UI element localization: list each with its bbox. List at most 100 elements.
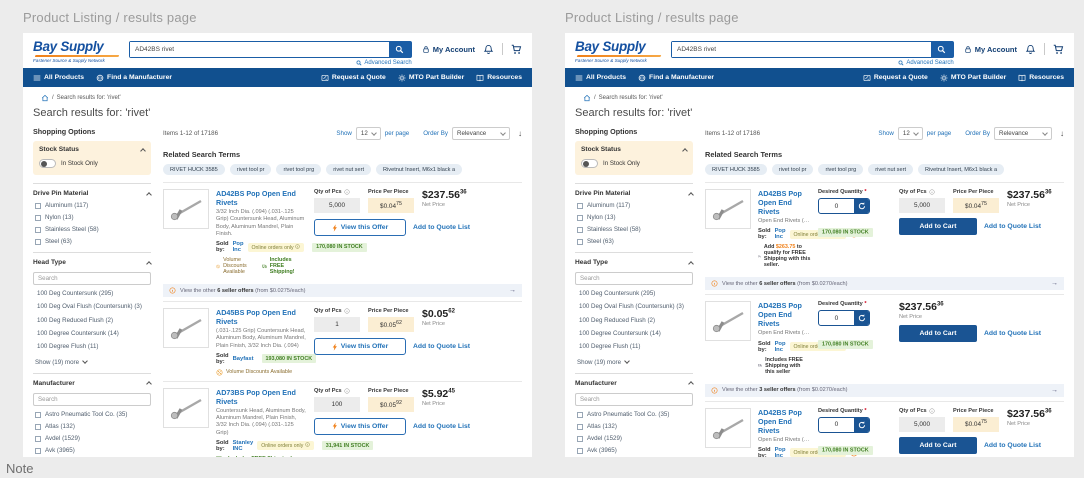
checkbox[interactable] <box>577 227 583 233</box>
bell-icon[interactable] <box>483 44 494 55</box>
seller-name[interactable]: Stanley INC <box>232 439 254 452</box>
seller-name[interactable]: Pop Inc <box>774 340 786 353</box>
facet-option[interactable]: Nylon (13) <box>33 214 151 221</box>
checkbox[interactable] <box>35 411 41 418</box>
related-term-pill[interactable]: RIVET HUCK 3585 <box>163 164 225 175</box>
facet-option[interactable]: Astro Pneumatic Tool Co. (35) <box>575 411 693 418</box>
related-term-pill[interactable]: rivet nut sert <box>868 164 914 175</box>
stock-status-title-row[interactable]: Stock Status <box>581 146 688 154</box>
manufacturer-title[interactable]: Manufacturer <box>575 380 694 388</box>
related-term-pill[interactable]: rivet tool pr <box>771 164 814 175</box>
sort-direction-button[interactable]: ↓ <box>1060 129 1064 138</box>
home-icon[interactable] <box>583 94 591 102</box>
nav-item-all-products[interactable]: All Products <box>33 74 84 82</box>
head-type-search-input[interactable]: Search <box>575 272 693 285</box>
per-page-select[interactable]: 12 <box>355 127 381 140</box>
cart-icon[interactable] <box>1053 44 1064 55</box>
head-type-option[interactable]: 100 Degree Countersunk (14) <box>37 330 119 338</box>
drive-pin-material-title[interactable]: Drive Pin Material <box>575 190 694 198</box>
add-to-quote-link[interactable]: Add to Quote List <box>413 224 471 231</box>
checkbox[interactable] <box>35 227 41 233</box>
product-title-link[interactable]: AD42BS Pop Open End Rivets <box>758 407 802 435</box>
add-to-cart-button[interactable]: Add to Cart <box>899 436 977 454</box>
add-to-cart-button[interactable]: Add to Cart <box>899 218 977 235</box>
related-term-pill[interactable]: rivet tool pr <box>229 164 272 175</box>
related-term-pill[interactable]: RIVET HUCK 3585 <box>705 164 767 175</box>
checkbox[interactable] <box>35 435 41 442</box>
nav-item-all-products[interactable]: All Products <box>575 74 626 82</box>
sort-direction-button[interactable]: ↓ <box>518 129 522 138</box>
checkbox[interactable] <box>577 239 583 245</box>
product-thumbnail[interactable] <box>163 308 209 349</box>
checkbox[interactable] <box>577 411 583 418</box>
checkbox[interactable] <box>577 423 583 430</box>
product-thumbnail[interactable] <box>163 387 209 428</box>
cart-icon[interactable] <box>511 44 522 55</box>
seller-name[interactable]: Pop Inc <box>774 446 786 457</box>
product-title-link[interactable]: AD73BS Pop Open End Rivets <box>216 387 296 406</box>
head-type-option[interactable]: 100 Deg Oval Flush (Countersunk) (3) <box>37 303 142 311</box>
facet-option[interactable]: Avdel (1529) <box>575 435 693 442</box>
other-seller-offers-bar[interactable]: View the other 6 seller offers (from $0.… <box>163 284 522 298</box>
seller-name[interactable]: Bayfast <box>232 355 254 362</box>
product-thumbnail[interactable] <box>705 407 751 448</box>
search-button[interactable] <box>388 42 411 57</box>
show-more-link[interactable]: Show (19) more <box>33 358 151 366</box>
add-to-quote-link[interactable]: Add to Quote List <box>984 441 1042 449</box>
head-type-option[interactable]: 100 Deg Countersunk (295) <box>579 290 656 297</box>
head-type-option[interactable]: 100 Degree Countersunk (14) <box>579 330 661 338</box>
related-term-pill[interactable]: Rivetnut Insert, M6x1 black a <box>918 164 1005 175</box>
facet-option[interactable]: Steel (63) <box>33 238 151 245</box>
head-type-title[interactable]: Head Type <box>575 259 694 267</box>
nav-item-resources[interactable]: Resources <box>476 74 522 82</box>
nav-item-mto-part-builder[interactable]: MTO Part Builder <box>940 74 1006 82</box>
nav-item-mto-part-builder[interactable]: MTO Part Builder <box>398 74 464 82</box>
head-type-option[interactable]: 100 Deg Reduced Flush (2) <box>579 316 656 324</box>
facet-option[interactable]: Nylon (13) <box>575 214 693 221</box>
facet-option[interactable]: Avk (3965) <box>575 447 693 454</box>
add-to-quote-link[interactable]: Add to Quote List <box>984 223 1042 230</box>
add-to-quote-link[interactable]: Add to Quote List <box>413 422 471 430</box>
product-title-link[interactable]: AD42BS Pop Open End Rivets <box>216 189 296 207</box>
head-type-option[interactable]: 100 Deg Reduced Flush (2) <box>37 316 114 324</box>
product-thumbnail[interactable] <box>163 189 209 229</box>
nav-item-find-a-manufacturer[interactable]: Find a Manufacturer <box>96 74 172 82</box>
head-type-option[interactable]: 100 Deg Oval Flush (Countersunk) (3) <box>579 303 684 311</box>
related-term-pill[interactable]: Rivetnut Insert, M6x1 black a <box>376 164 463 175</box>
quantity-refresh-button[interactable] <box>854 417 869 432</box>
nav-item-find-a-manufacturer[interactable]: Find a Manufacturer <box>638 74 714 82</box>
facet-option[interactable]: Aluminum (117) <box>575 202 693 209</box>
product-title-link[interactable]: AD42BS Pop Open End Rivets <box>758 189 802 216</box>
head-type-option[interactable]: 100 Deg Countersunk (295) <box>37 290 114 297</box>
product-thumbnail[interactable] <box>705 301 751 342</box>
facet-option[interactable]: Avdel (1529) <box>33 435 151 442</box>
product-title-link[interactable]: AD45BS Pop Open End Rivets <box>216 308 296 327</box>
facet-option[interactable]: Aluminum (117) <box>33 202 151 209</box>
show-more-link[interactable]: Show (19) more <box>575 358 693 366</box>
product-thumbnail[interactable] <box>705 189 751 229</box>
add-to-quote-link[interactable]: Add to Quote List <box>413 343 471 351</box>
facet-option[interactable]: Astro Pneumatic Tool Co. (35) <box>33 411 151 418</box>
checkbox[interactable] <box>577 203 583 209</box>
bell-icon[interactable] <box>1025 44 1036 55</box>
head-type-search-input[interactable]: Search <box>33 272 151 285</box>
search-input[interactable]: AD42BS rivet <box>130 42 389 57</box>
desired-quantity-input[interactable]: 0 <box>834 202 839 210</box>
facet-option[interactable]: Atlas (132) <box>575 423 693 430</box>
checkbox[interactable] <box>577 447 583 454</box>
search-input[interactable]: AD42BS rivet <box>672 42 931 57</box>
related-term-pill[interactable]: rivet tool prg <box>276 164 322 175</box>
advanced-search-link[interactable]: Advanced Search <box>356 60 412 66</box>
head-type-option[interactable]: 100 Degree Flush (11) <box>579 343 641 351</box>
per-page-select[interactable]: 12 <box>897 127 923 140</box>
nav-item-resources[interactable]: Resources <box>1018 74 1064 82</box>
other-seller-offers-bar[interactable]: View the other 6 seller offers (from $0.… <box>705 277 1064 291</box>
add-to-quote-link[interactable]: Add to Quote List <box>984 330 1042 338</box>
head-type-option[interactable]: 100 Degree Flush (11) <box>37 343 99 351</box>
view-this-offer-button[interactable]: View this Offer <box>314 417 406 435</box>
checkbox[interactable] <box>577 435 583 442</box>
facet-option[interactable]: Atlas (132) <box>33 423 151 430</box>
view-this-offer-button[interactable]: View this Offer <box>314 338 406 356</box>
facet-option[interactable]: Avk (3965) <box>33 447 151 454</box>
advanced-search-link[interactable]: Advanced Search <box>898 60 954 66</box>
